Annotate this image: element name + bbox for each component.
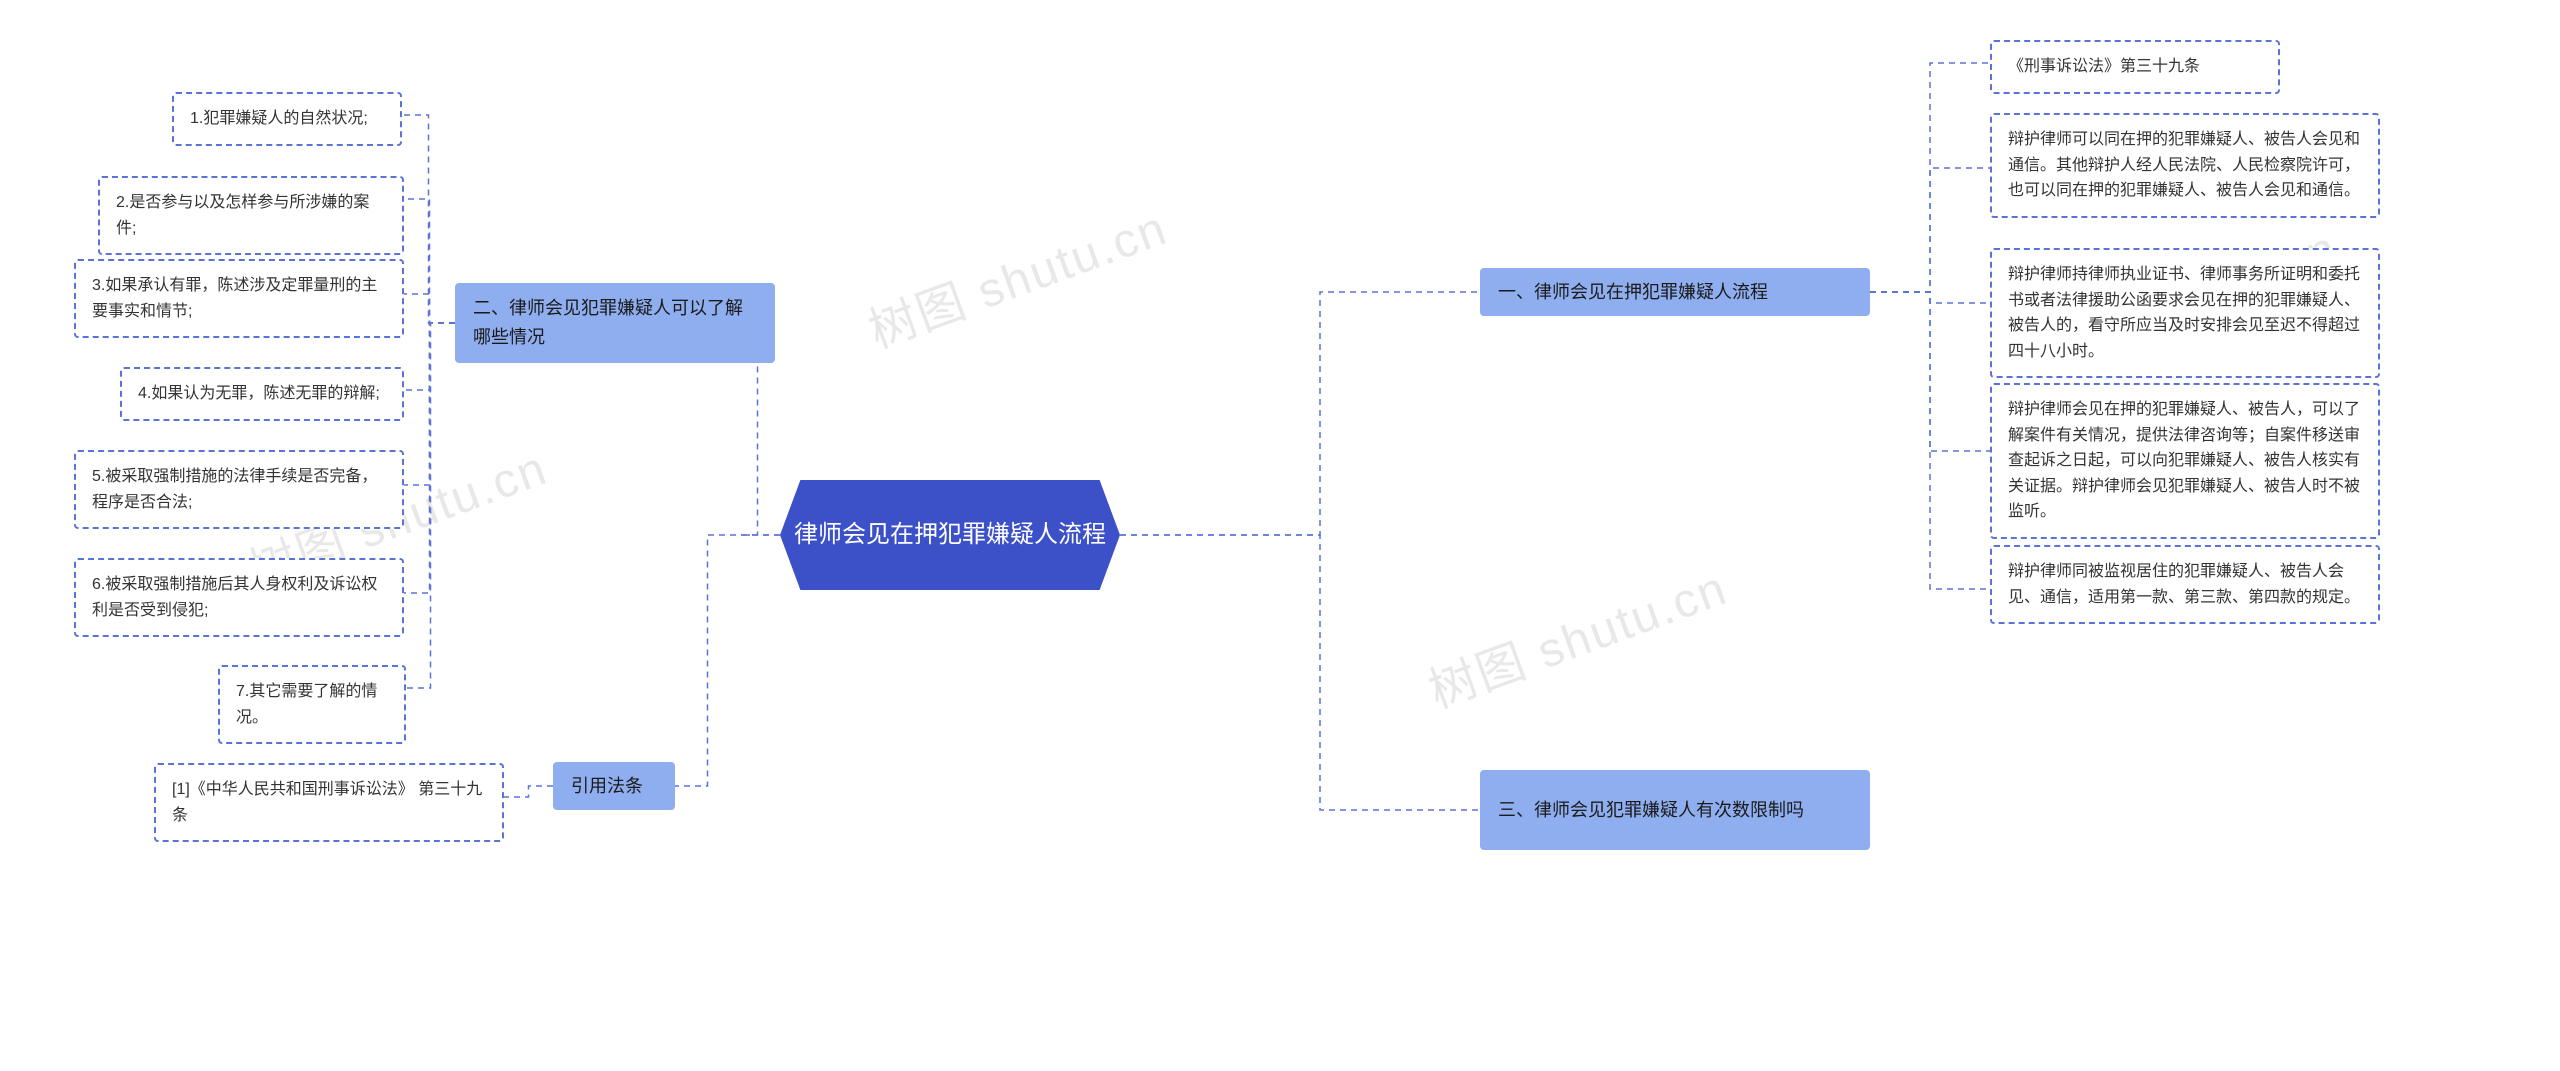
leaf-node: 4.如果认为无罪，陈述无罪的辩解; [120, 367, 404, 421]
branch-label: 三、律师会见犯罪嫌疑人有次数限制吗 [1498, 796, 1804, 825]
leaf-node: 5.被采取强制措施的法律手续是否完备，程序是否合法; [74, 450, 404, 529]
branch-process: 一、律师会见在押犯罪嫌疑人流程 [1480, 268, 1870, 316]
leaf-node: 辩护律师同被监视居住的犯罪嫌疑人、被告人会见、通信，适用第一款、第三款、第四款的… [1990, 545, 2380, 624]
leaf-node: 辩护律师会见在押的犯罪嫌疑人、被告人，可以了解案件有关情况，提供法律咨询等；自案… [1990, 383, 2380, 539]
branch-label: 引用法条 [571, 772, 643, 801]
branch-label: 二、律师会见犯罪嫌疑人可以了解哪些情况 [473, 294, 757, 352]
branch-citation: 引用法条 [553, 762, 675, 810]
branch-info: 二、律师会见犯罪嫌疑人可以了解哪些情况 [455, 283, 775, 363]
leaf-node: [1]《中华人民共和国刑事诉讼法》 第三十九条 [154, 763, 504, 842]
watermark: 树图 shutu.cn [1417, 549, 1735, 722]
leaf-node: 《刑事诉讼法》第三十九条 [1990, 40, 2280, 94]
leaf-node: 辩护律师持律师执业证书、律师事务所证明和委托书或者法律援助公函要求会见在押的犯罪… [1990, 248, 2380, 378]
branch-label: 一、律师会见在押犯罪嫌疑人流程 [1498, 278, 1768, 307]
leaf-node: 辩护律师可以同在押的犯罪嫌疑人、被告人会见和通信。其他辩护人经人民法院、人民检察… [1990, 113, 2380, 218]
watermark: 树图 shutu.cn [857, 189, 1175, 362]
branch-limit: 三、律师会见犯罪嫌疑人有次数限制吗 [1480, 770, 1870, 850]
leaf-node: 3.如果承认有罪，陈述涉及定罪量刑的主要事实和情节; [74, 259, 404, 338]
leaf-node: 7.其它需要了解的情况。 [218, 665, 406, 744]
leaf-node: 2.是否参与以及怎样参与所涉嫌的案件; [98, 176, 404, 255]
leaf-node: 1.犯罪嫌疑人的自然状况; [172, 92, 402, 146]
leaf-node: 6.被采取强制措施后其人身权利及诉讼权利是否受到侵犯; [74, 558, 404, 637]
center-node: 律师会见在押犯罪嫌疑人流程 [780, 480, 1120, 590]
center-title: 律师会见在押犯罪嫌疑人流程 [794, 517, 1106, 553]
